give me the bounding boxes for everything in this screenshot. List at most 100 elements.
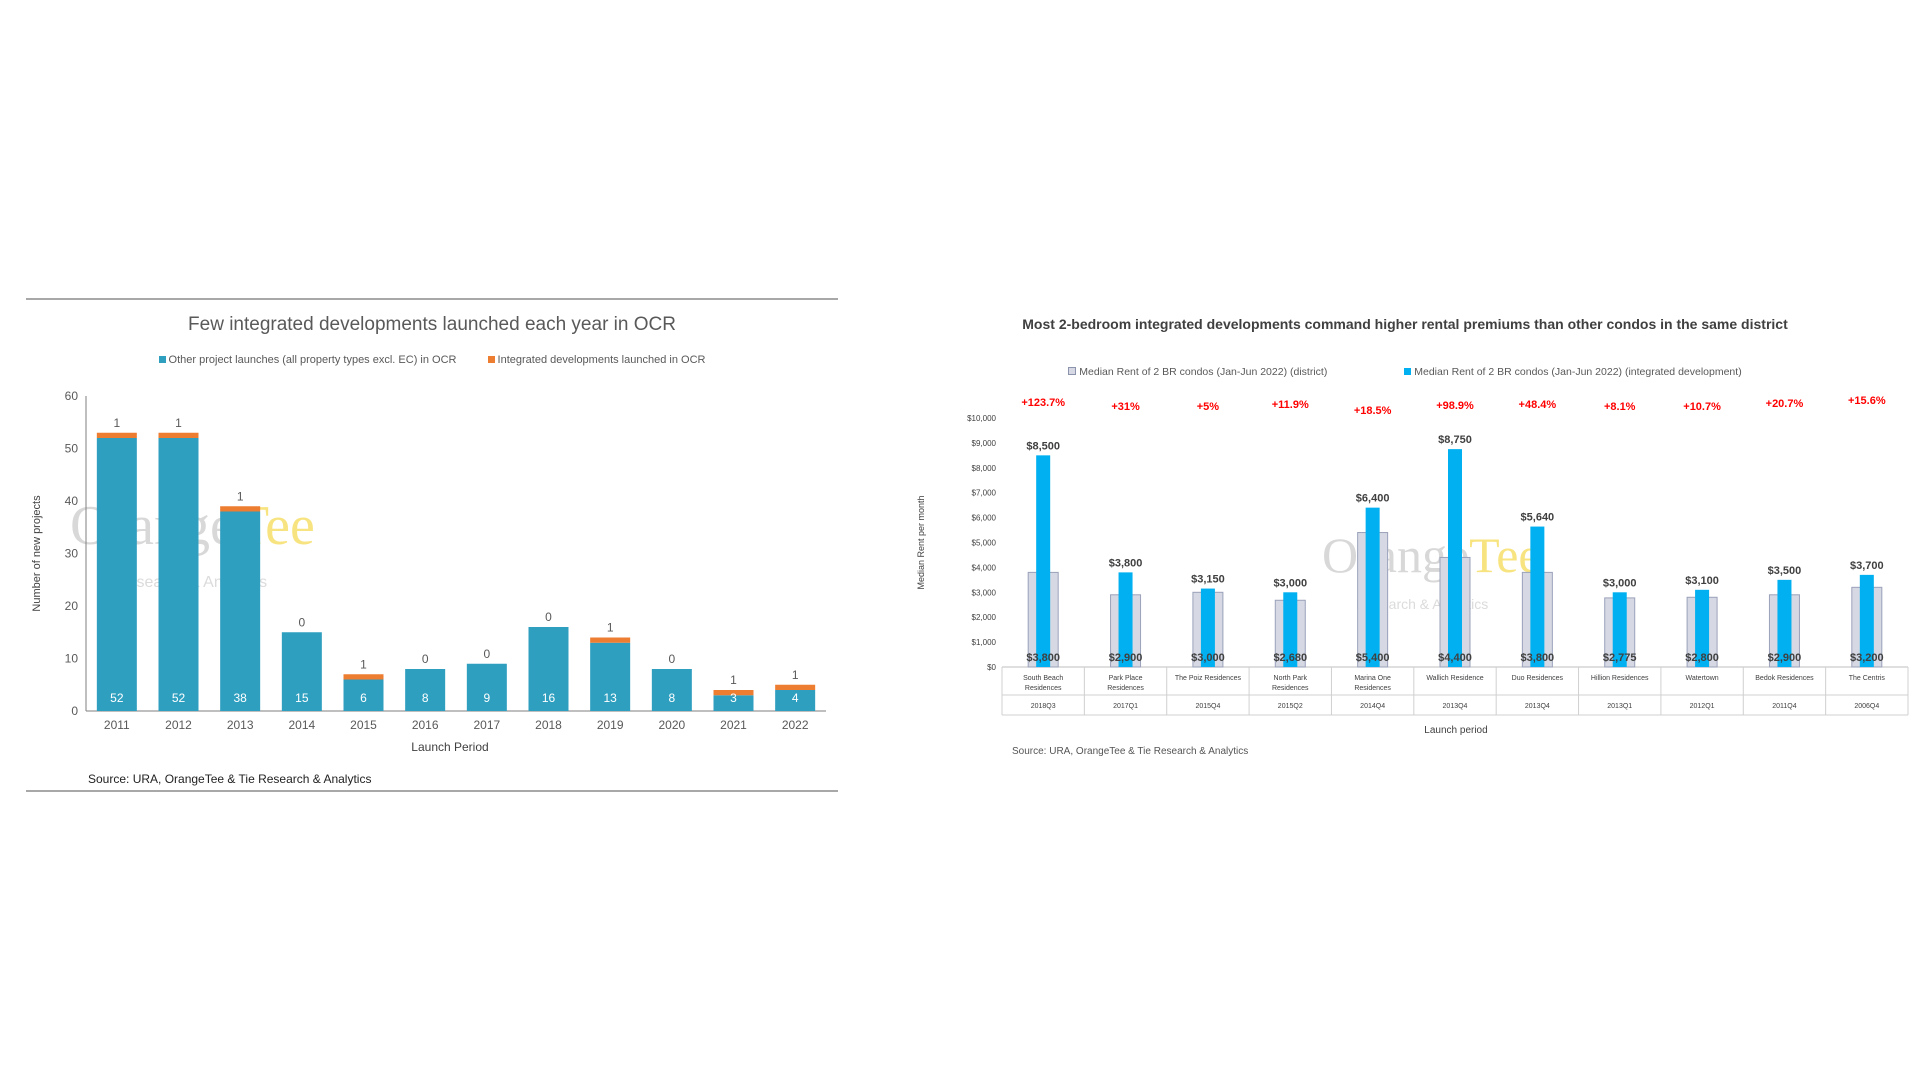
data-label-integrated: 0	[483, 647, 490, 661]
bar-integrated	[1365, 507, 1380, 667]
data-label-other: 8	[422, 691, 429, 705]
bar-integrated-2015	[343, 674, 384, 680]
bar-integrated	[1036, 455, 1051, 667]
data-label-district: $2,900	[1768, 652, 1802, 664]
chart-title: Few integrated developments launched eac…	[188, 314, 676, 335]
chart-source: Source: URA, OrangeTee & Tie Research & …	[88, 772, 372, 786]
bar-other-2012	[158, 438, 199, 711]
premium-label: +31%	[1111, 401, 1140, 413]
bar-other-2016	[405, 669, 446, 711]
data-label-integrated: $3,000	[1273, 577, 1307, 589]
integrated-launches-chart: Few integrated developments launched eac…	[26, 298, 838, 792]
data-label-district: $3,200	[1850, 652, 1884, 664]
y-tick-label: 60	[65, 389, 79, 403]
data-label-other: 38	[233, 691, 247, 705]
bar-integrated	[1612, 592, 1627, 667]
data-label-other: 4	[792, 691, 799, 705]
x-tick-label: 2022	[782, 718, 809, 732]
x-tick-label-period: 2013Q1	[1607, 703, 1632, 710]
y-tick-label: $0	[987, 663, 996, 672]
data-label-district: $2,775	[1603, 652, 1637, 664]
y-tick-label: 0	[71, 704, 78, 718]
premium-label: +11.9%	[1272, 399, 1309, 411]
data-label-integrated: 1	[730, 673, 737, 687]
x-tick-label-name: Marina One	[1354, 675, 1391, 682]
bar-integrated	[1777, 579, 1792, 667]
data-label-integrated: $8,750	[1438, 434, 1472, 446]
premium-label: +18.5%	[1354, 405, 1392, 417]
data-label-district: $4,400	[1438, 652, 1472, 664]
x-tick-label-period: 2015Q2	[1278, 703, 1303, 710]
legend-label-integrated: Median Rent of 2 BR condos (Jan-Jun 2022…	[1414, 366, 1742, 378]
x-tick-label-name-2: Residences	[1107, 685, 1144, 692]
data-label-other: 52	[110, 691, 124, 705]
bar-integrated	[1859, 574, 1874, 667]
chart-legend: Median Rent of 2 BR condos (Jan-Jun 2022…	[900, 366, 1910, 378]
x-tick-label: 2021	[720, 718, 747, 732]
x-axis-title: Launch period	[1424, 725, 1487, 736]
x-tick-label: 2011	[104, 718, 130, 732]
bar-other-2014	[281, 632, 322, 711]
x-tick-label-name: The Poiz Residences	[1175, 675, 1242, 682]
legend-item-other: Other project launches (all property typ…	[158, 354, 457, 366]
y-tick-label: $10,000	[967, 414, 996, 423]
x-tick-label: 2018	[535, 718, 562, 732]
x-tick-label-name: The Centris	[1849, 675, 1886, 682]
x-tick-label: 2017	[473, 718, 500, 732]
data-label-district: $2,900	[1109, 652, 1143, 664]
bar-integrated	[1283, 592, 1298, 667]
data-label-integrated: $3,100	[1685, 575, 1719, 587]
data-label-other: 3	[730, 691, 737, 705]
data-label-integrated: 0	[545, 610, 552, 624]
data-label-integrated: 0	[668, 652, 675, 666]
data-label-integrated: $8,500	[1026, 440, 1060, 452]
y-tick-label: $5,000	[972, 539, 997, 548]
legend-label-other: Other project launches (all property typ…	[168, 354, 457, 366]
bar-integrated-2022	[775, 684, 816, 690]
x-tick-label-name: Watertown	[1685, 675, 1718, 682]
premium-label: +8.1%	[1604, 401, 1636, 413]
bar-integrated-2011	[96, 432, 137, 438]
data-label-other: 9	[483, 691, 490, 705]
x-tick-label: 2014	[288, 718, 315, 732]
x-tick-label: 2019	[597, 718, 624, 732]
x-tick-label-name: Hillion Residences	[1591, 675, 1649, 682]
y-tick-label: 50	[65, 442, 79, 456]
x-tick-label-name: Bedok Residences	[1755, 675, 1814, 682]
y-tick-label: $7,000	[972, 489, 997, 498]
bar-other-2015	[343, 679, 384, 711]
y-tick-label: $4,000	[972, 563, 997, 572]
x-tick-label: 2012	[165, 718, 192, 732]
data-label-integrated: 1	[113, 416, 120, 430]
x-tick-label-name-2: Residences	[1025, 685, 1062, 692]
bar-integrated-2013	[220, 506, 261, 512]
data-label-other: 13	[603, 691, 617, 705]
data-label-district: $5,400	[1356, 652, 1390, 664]
y-tick-label: $6,000	[972, 514, 997, 523]
x-tick-label-period: 2012Q1	[1690, 703, 1715, 710]
y-axis-title: Number of new projects	[31, 495, 43, 612]
bar-other-2017	[466, 663, 507, 711]
x-tick-label-period: 2015Q4	[1195, 703, 1220, 710]
x-tick-label-name: Park Place	[1109, 675, 1143, 682]
chart-source: Source: URA, OrangeTee & Tie Research & …	[1012, 746, 1249, 757]
data-label-integrated: 1	[237, 489, 244, 503]
premium-label: +20.7%	[1766, 398, 1804, 410]
bar-integrated-2019	[590, 637, 631, 643]
x-tick-label: 2013	[227, 718, 254, 732]
data-label-integrated: 1	[360, 657, 367, 671]
legend-label-district: Median Rent of 2 BR condos (Jan-Jun 2022…	[1079, 366, 1328, 378]
bar-other-2022	[775, 690, 816, 711]
x-tick-label-name-2: Residences	[1354, 685, 1391, 692]
legend-item-integrated: Median Rent of 2 BR condos (Jan-Jun 2022…	[1404, 366, 1742, 378]
data-label-district: $3,000	[1191, 652, 1225, 664]
x-tick-label-name: Duo Residences	[1512, 675, 1564, 682]
x-tick-label-name: South Beach	[1023, 675, 1063, 682]
data-label-integrated: 0	[422, 652, 429, 666]
y-tick-label: 20	[65, 599, 79, 613]
data-label-integrated: $6,400	[1356, 493, 1390, 505]
bar-other-2021	[713, 695, 754, 711]
data-label-integrated: 0	[298, 615, 305, 629]
bar-integrated-2021	[713, 690, 754, 696]
